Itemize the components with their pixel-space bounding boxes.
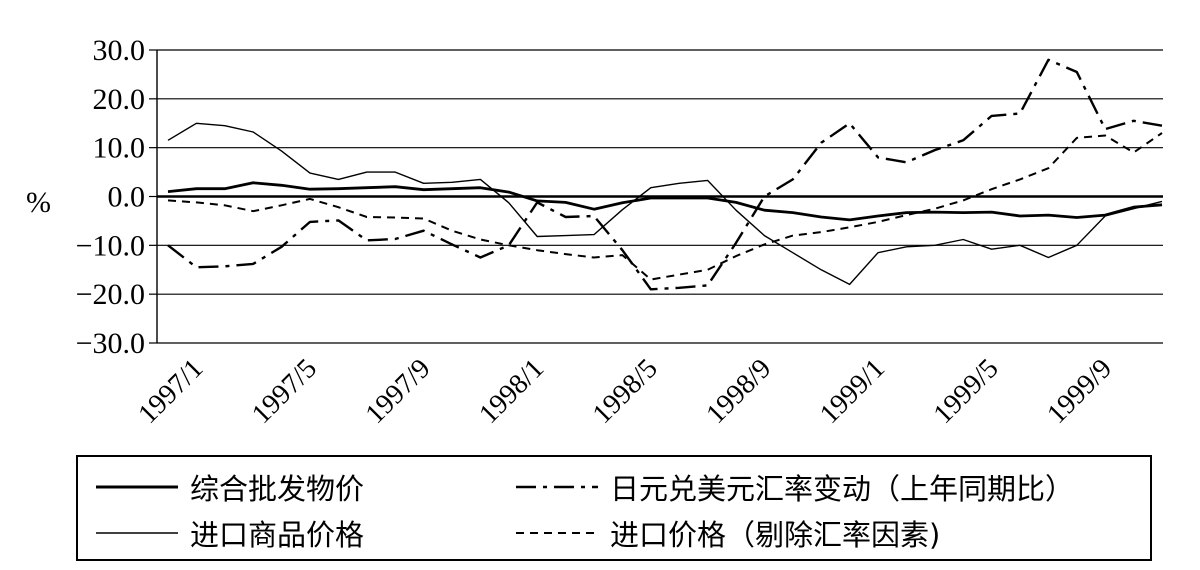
legend-item-yen-usd-rate: 日元兑美元汇率变动（上年同期比）: [516, 467, 1074, 507]
y-axis-unit-label: %: [26, 186, 51, 219]
legend-label: 综合批发物价: [190, 472, 365, 506]
y-tick-label: 0.0: [108, 181, 146, 214]
x-tick-label: 1997/1: [132, 353, 209, 430]
x-tick-label: 1998/5: [587, 353, 664, 430]
legend-item-import-goods-price: 进口商品价格: [96, 513, 364, 553]
y-tick-label: −10.0: [76, 229, 145, 262]
x-tick-label: 1998/9: [700, 353, 777, 430]
legend-label: 进口商品价格: [190, 518, 365, 552]
grid-lines: [157, 49, 1163, 344]
line-chart: 30.020.010.00.0−10.0−20.0−30.0 1997/1 199…: [26, 34, 1163, 430]
legend-item-wholesale-price: 综合批发物价: [96, 467, 364, 507]
y-tick-label: 30.0: [93, 34, 146, 67]
x-tick-label: 1997/5: [246, 353, 323, 430]
legend-item-import-price-ex-fx: 进口价格（剔除汇率因素): [516, 513, 940, 553]
x-tick-label: 1999/1: [814, 353, 891, 430]
legend-label: 日元兑美元汇率变动（上年同期比）: [610, 472, 1075, 506]
x-tick-label: 1997/9: [360, 353, 437, 430]
x-tick-label: 1998/1: [473, 353, 550, 430]
y-tick-label: 10.0: [93, 132, 146, 165]
legend: 综合批发物价 日元兑美元汇率变动（上年同期比） 进口商品价格 进口价格（剔除汇率…: [76, 455, 1152, 561]
series-line-2: [167, 58, 1163, 291]
y-tick-label: −20.0: [76, 278, 145, 311]
x-tick-label: 1999/5: [928, 353, 1005, 430]
legend-swatch-dash-dot: [516, 485, 598, 489]
series-line-3: [167, 122, 1163, 286]
series-line-1: [167, 181, 1163, 222]
legend-swatch-solid-thin: [96, 532, 178, 534]
y-tick-label: 20.0: [93, 83, 146, 116]
x-tick-label: 1999/9: [1041, 353, 1118, 430]
series-lines: [167, 58, 1163, 291]
y-tick-label: −30.0: [76, 327, 145, 360]
legend-swatch-dashed: [516, 532, 598, 534]
y-axis: 30.0 20.0 10.0 0.0 −10.0 −20.0 −30.0: [76, 34, 158, 360]
legend-label: 进口价格（剔除汇率因素): [610, 518, 941, 552]
series-line-4: [167, 132, 1163, 281]
legend-swatch-solid-thick: [96, 485, 178, 489]
x-axis: 1997/1 1997/5 1997/9 1998/1 1998/5 1998/9 1999…: [132, 353, 1118, 430]
